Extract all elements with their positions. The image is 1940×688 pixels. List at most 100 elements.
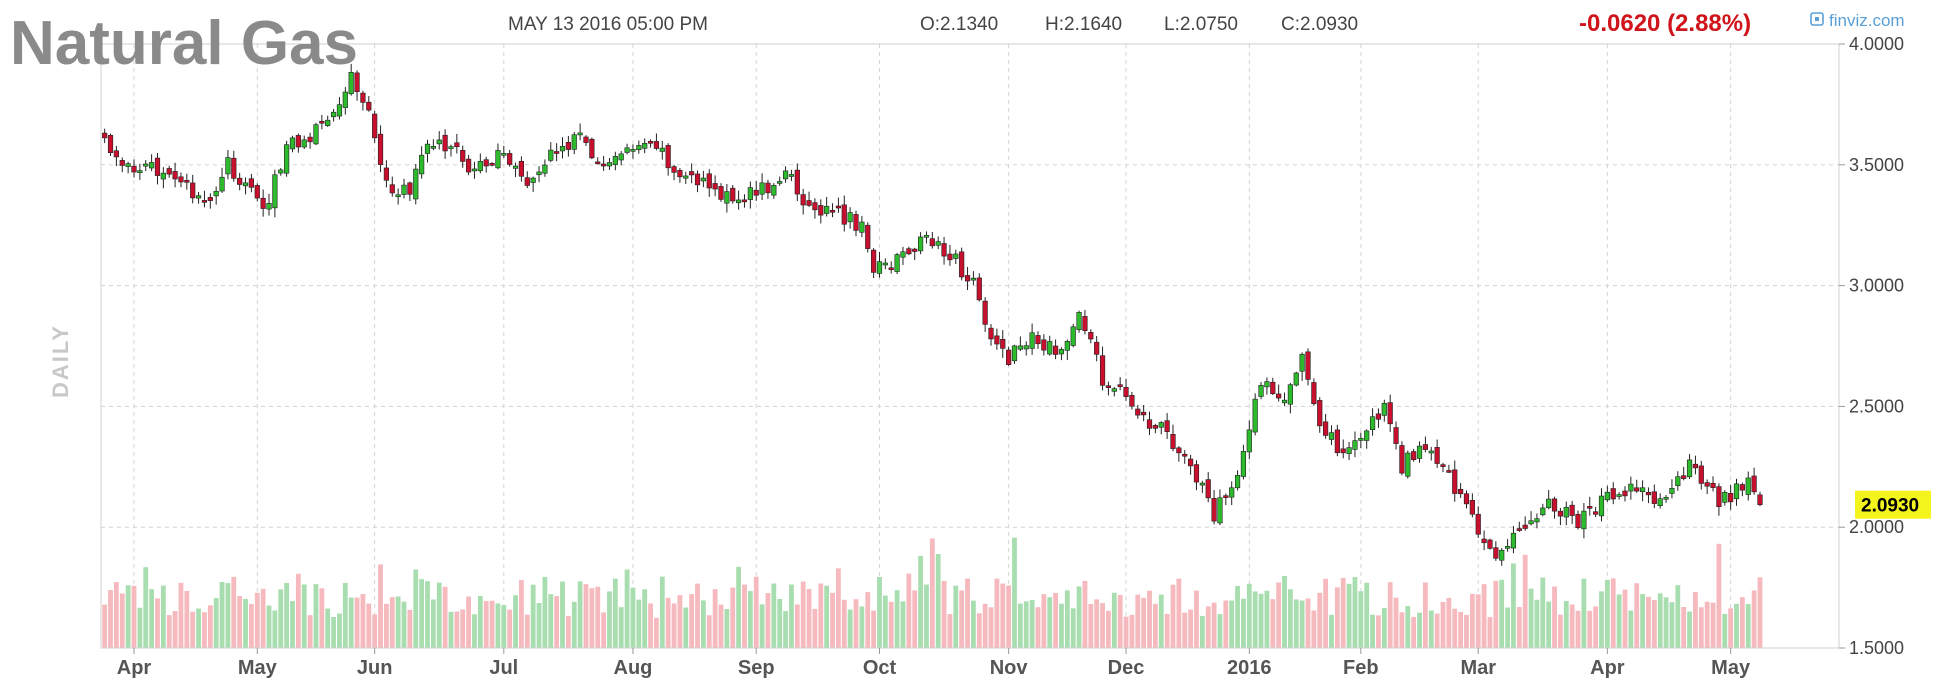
candle-body xyxy=(1551,498,1558,512)
volume-bar xyxy=(284,582,290,648)
volume-bar xyxy=(295,573,301,648)
volume-bar xyxy=(847,609,853,648)
volume-bar xyxy=(742,584,747,648)
volume-bar xyxy=(290,601,295,648)
volume-bar xyxy=(530,584,536,648)
volume-bar xyxy=(460,609,466,648)
candle-body xyxy=(917,236,924,252)
volume-bar xyxy=(1282,576,1287,648)
candle-body xyxy=(1146,419,1153,429)
candle-body xyxy=(1499,549,1505,561)
volume-bar xyxy=(360,594,366,648)
volume-bar xyxy=(160,585,166,648)
volume-bar xyxy=(1698,607,1704,648)
volume-bar xyxy=(800,581,806,648)
volume-bar xyxy=(700,600,706,648)
candle-body xyxy=(1675,476,1681,486)
chart-grid xyxy=(101,43,1839,649)
volume-bar xyxy=(331,617,336,648)
volume-bar xyxy=(1751,590,1757,648)
candle-body xyxy=(653,141,660,149)
volume-bar xyxy=(1434,613,1440,648)
volume-bar xyxy=(818,583,824,648)
candle-body xyxy=(395,194,401,198)
volume-bar xyxy=(1229,600,1235,648)
volume-bar xyxy=(595,586,601,648)
x-tick-label: 2016 xyxy=(1227,657,1272,679)
volume-bar xyxy=(348,597,354,648)
candle-body xyxy=(694,173,701,186)
volume-bar xyxy=(178,582,184,648)
volume-bar xyxy=(313,584,319,648)
volume-bar xyxy=(1693,591,1698,648)
finviz-logo-icon[interactable]: finviz.com xyxy=(1810,11,1905,30)
candle-body xyxy=(988,327,994,340)
volume-bar xyxy=(982,603,988,648)
candle-body xyxy=(771,185,777,196)
volume-bar xyxy=(166,615,172,648)
volume-bar xyxy=(425,581,430,648)
candle-body xyxy=(800,194,806,206)
candle-body xyxy=(1164,420,1170,432)
candle-body xyxy=(941,243,947,257)
candle-body xyxy=(876,261,883,274)
volume-bar xyxy=(442,586,448,648)
candle-body xyxy=(1716,486,1722,508)
candle-body xyxy=(1692,463,1699,469)
volume-bar xyxy=(1546,601,1552,648)
volume-bar xyxy=(196,608,201,648)
candle-body xyxy=(712,183,718,190)
candle-body xyxy=(900,251,906,258)
volume-bar xyxy=(718,604,724,648)
candle-body xyxy=(835,205,841,209)
candle-body xyxy=(495,150,501,169)
volume-bar xyxy=(724,609,730,648)
candle-body xyxy=(1469,499,1475,515)
candle-body xyxy=(1346,447,1352,454)
volume-bar xyxy=(577,581,583,648)
candle-body xyxy=(606,162,613,167)
candle-body xyxy=(829,209,836,213)
x-axis: Apr May Jun Jul Aug Sep Oct Nov Dec 2016 Feb Mar Apr… xyxy=(117,648,1751,679)
candle-body xyxy=(1563,506,1569,518)
candle-body xyxy=(536,171,542,176)
volume-bar xyxy=(131,585,137,648)
volume-bar xyxy=(806,589,812,648)
candle-body xyxy=(642,143,648,149)
candle-body xyxy=(1645,491,1652,496)
candle-body xyxy=(1270,381,1276,395)
volume-bar xyxy=(1012,537,1017,648)
volume-bar xyxy=(1041,594,1047,648)
candle-body xyxy=(471,168,478,172)
candle-body xyxy=(888,267,894,271)
volume-bar xyxy=(612,578,618,648)
candle-body xyxy=(1088,332,1094,340)
candle-body xyxy=(1058,349,1065,355)
candle-body xyxy=(1317,400,1323,427)
volume-bar xyxy=(624,569,630,648)
candle-body xyxy=(278,169,284,174)
candle-body xyxy=(184,180,190,183)
candle-body xyxy=(1217,497,1223,524)
volume-bar xyxy=(1622,589,1628,648)
candle-body xyxy=(1258,385,1264,397)
volume-bar xyxy=(1047,597,1053,648)
volume-bar xyxy=(108,590,113,648)
volume-bar xyxy=(1446,597,1452,648)
brand-link[interactable]: finviz.com xyxy=(1829,11,1905,30)
x-tick-label: Sep xyxy=(738,657,775,679)
volume-bar xyxy=(918,555,923,648)
volume-bar xyxy=(319,588,325,648)
volume-bar xyxy=(1616,594,1622,648)
candle-body xyxy=(201,200,208,203)
candle-body xyxy=(683,175,689,179)
candle-body xyxy=(1639,487,1646,493)
x-tick-label: Jun xyxy=(357,657,393,679)
volume-bar xyxy=(1305,598,1311,648)
candle-body xyxy=(530,177,536,183)
volume-bar xyxy=(466,596,471,648)
candle-body xyxy=(871,249,877,273)
x-tick-label: Feb xyxy=(1343,657,1379,679)
candle-body xyxy=(1352,440,1358,450)
